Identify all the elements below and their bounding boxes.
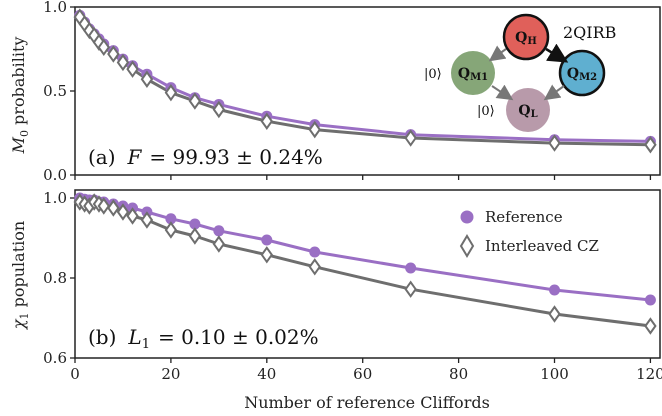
panel-a-ylabel: M0 probability: [9, 37, 31, 155]
b-xtick-label-2: 40: [257, 365, 276, 383]
qubit-diagram: 2QIRB QH QM2 QM1 QL |0⟩ |0⟩: [424, 13, 616, 132]
legend-interleaved-marker: [459, 234, 475, 258]
b-reference-point: [261, 234, 273, 246]
node-qm1: [451, 51, 495, 95]
node-ql-label: QL: [518, 103, 537, 120]
b-reference-point: [309, 246, 321, 258]
b-interleaved-point: [126, 207, 139, 225]
b-reference-point: [189, 218, 201, 230]
b-interleaved-point: [97, 197, 110, 215]
b-interleaved-point: [140, 211, 154, 229]
b-interleaved-point: [212, 235, 226, 253]
panel-b-ylabel: χ1 population: [9, 221, 31, 330]
diagram-title: 2QIRB: [563, 23, 616, 42]
ket-l: |0⟩: [477, 104, 495, 119]
arrow-qh-to-qm2: [545, 43, 569, 63]
a-interleaved-point: [116, 53, 130, 72]
b-interleaved-point: [188, 227, 202, 245]
a-interleaved-point: [140, 70, 154, 88]
a-interleaved-point: [548, 134, 561, 152]
a-interleaved-point: [164, 83, 178, 102]
ket-m1: |0⟩: [424, 67, 442, 82]
b-xtick-label-3: 60: [353, 365, 372, 383]
a-interleaved-point: [107, 45, 120, 63]
a-ytick-label-0: 0.0: [43, 166, 67, 184]
b-interleaved-point: [164, 221, 178, 239]
b-xtick-label-5: 100: [540, 365, 569, 383]
b-ytick-label-0: 0.6: [43, 349, 67, 367]
x-axis-label: Number of reference Cliffords: [244, 393, 490, 412]
b-series-line-1: [78, 200, 652, 328]
b-ytick-label-1: 0.8: [43, 269, 67, 287]
b-interleaved-point: [260, 246, 274, 264]
legend-reference-label: Reference: [485, 208, 563, 226]
a-interleaved-point: [404, 129, 417, 147]
node-ql: [506, 88, 550, 132]
a-ytick-label-2: 1.0: [43, 0, 67, 16]
b-reference-point: [549, 284, 561, 296]
node-qm2: [558, 49, 606, 97]
legend-reference-marker: [460, 210, 474, 224]
panel-b-ticks: 0.6 0.8 1.0 0 20 40 60 80 100 120: [43, 189, 662, 383]
b-interleaved-point: [107, 199, 120, 217]
b-interleaved-point: [548, 305, 561, 323]
b-xtick-label-1: 20: [161, 365, 180, 383]
b-ytick-label-2: 1.0: [43, 189, 67, 207]
a-interleaved-point: [212, 100, 226, 119]
b-reference-point: [644, 294, 656, 306]
legend: Reference Interleaved CZ: [459, 208, 599, 258]
node-qh-label: QH: [515, 30, 537, 47]
panel-a-ticks: 0.0 0.5 1.0: [43, 0, 652, 184]
b-xtick-label-4: 80: [449, 365, 468, 383]
panel-a-markers: [73, 8, 657, 154]
a-interleaved-point: [644, 136, 657, 154]
panel-a-annotation: (a) F = 99.93 ± 0.24%: [88, 145, 323, 169]
panel-b-annotation: (b) L1 = 0.10 ± 0.02%: [88, 325, 319, 352]
a-interleaved-point: [126, 60, 139, 78]
panel-b: 0.6 0.8 1.0 0 20 40 60 80 100 120 χ1 population (…: [9, 189, 662, 412]
a-interleaved-point: [260, 112, 274, 130]
a-interleaved-point: [308, 120, 321, 139]
arrow-qh-to-qm1: [488, 45, 507, 62]
arrow-qm1-to-ql: [491, 84, 514, 101]
panel-b-frame: [74, 189, 661, 359]
b-interleaved-point: [116, 203, 130, 221]
b-xtick-label-6: 120: [636, 365, 662, 383]
legend-interleaved-label: Interleaved CZ: [485, 237, 599, 255]
b-xtick-label-0: 0: [70, 365, 80, 383]
a-interleaved-point: [188, 92, 202, 110]
panel-b-markers: [73, 192, 657, 335]
node-qm1-label: QM1: [458, 66, 488, 83]
a-interleaved-point: [97, 38, 110, 57]
a-ytick-label-1: 0.5: [43, 82, 67, 100]
node-qm2-label: QM2: [567, 66, 597, 83]
panel-a: 0.0 0.5 1.0 M0 probability (a) F = 99.93 ± 0…: [9, 0, 661, 184]
b-interleaved-point: [644, 317, 657, 335]
arrow-qm2-to-ql: [543, 84, 565, 101]
b-reference-point: [165, 213, 177, 225]
b-interleaved-point: [308, 258, 321, 276]
node-qh: [502, 13, 550, 61]
panel-b-curves: [78, 196, 652, 328]
b-reference-point: [405, 262, 417, 274]
b-reference-point: [213, 225, 225, 237]
b-interleaved-point: [404, 280, 417, 298]
